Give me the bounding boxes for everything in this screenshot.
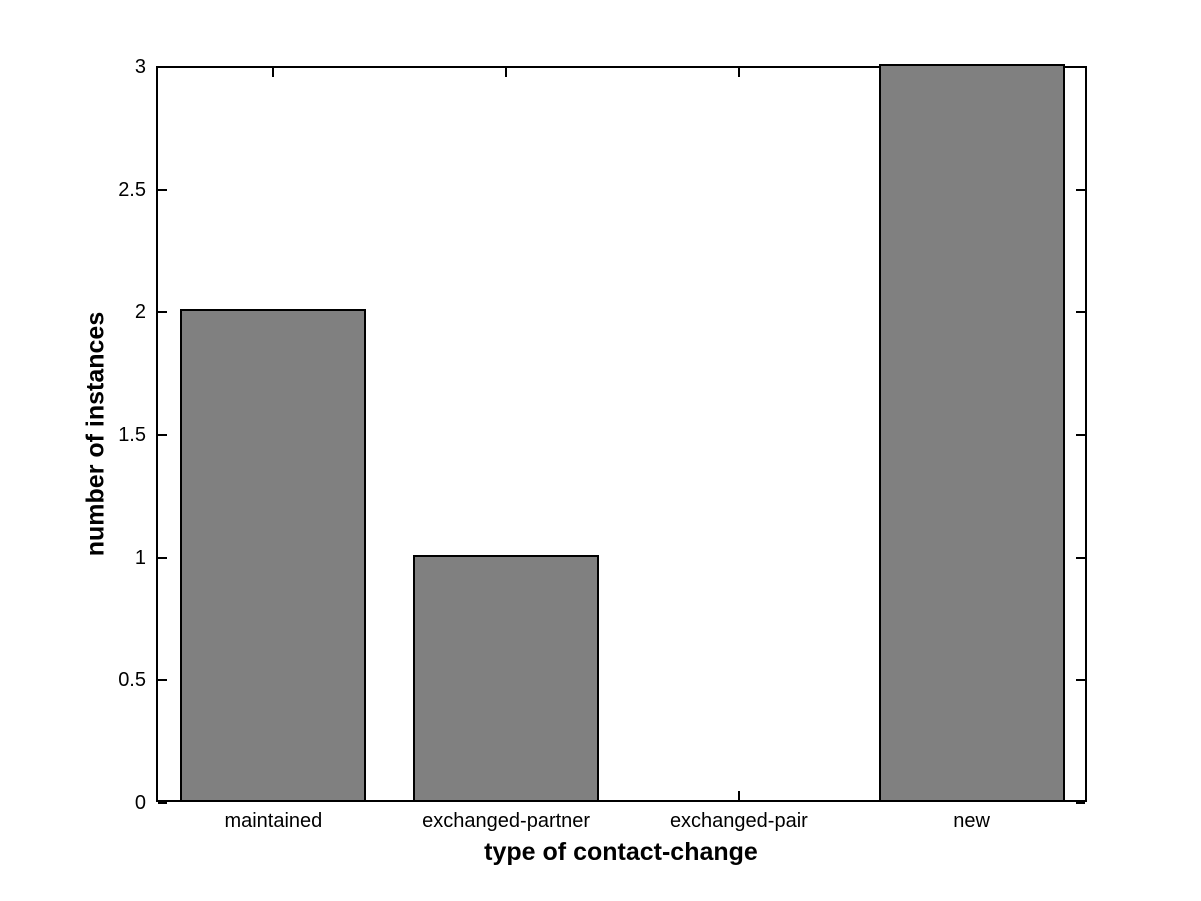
- plot-area: [156, 64, 1087, 804]
- y-axis-tick-left: [158, 66, 167, 68]
- y-axis-tick-right: [1076, 434, 1085, 436]
- x-tick-label: exchanged-partner: [422, 810, 591, 832]
- y-tick-label: 1.5: [118, 424, 146, 446]
- y-axis-tick-right: [1076, 802, 1085, 804]
- y-axis-tick-right: [1076, 311, 1085, 314]
- y-tick-label: 1: [134, 546, 146, 569]
- y-tick-label: 2: [134, 301, 146, 324]
- x-tick-label: maintained: [224, 810, 323, 832]
- x-axis-tick-top: [737, 68, 740, 77]
- y-axis-tick-left: [158, 802, 167, 804]
- y-axis-tick-left: [158, 434, 167, 436]
- y-axis-tick-left: [158, 556, 167, 559]
- y-axis-tick-right: [1076, 556, 1085, 559]
- y-axis-tick-right: [1076, 66, 1085, 68]
- y-tick-label: 0.5: [118, 669, 146, 692]
- x-tick-label: exchanged-pair: [669, 810, 808, 832]
- x-axis-tick-bottom: [737, 791, 740, 800]
- y-axis-tick-right: [1076, 188, 1085, 191]
- bar-maintained: [180, 309, 367, 800]
- y-axis-tick-right: [1076, 679, 1085, 682]
- y-tick-label: 3: [134, 56, 146, 78]
- y-tick-label: 2.5: [118, 178, 146, 201]
- x-axis-label: type of contact-change: [484, 838, 758, 866]
- x-axis-tick-top: [272, 68, 275, 77]
- y-axis-tick-left: [158, 188, 167, 191]
- bar-exchanged-partner: [413, 554, 600, 800]
- y-axis-tick-left: [158, 679, 167, 682]
- y-tick-label: 0: [134, 792, 146, 814]
- x-axis-tick-top: [505, 68, 508, 77]
- y-axis-tick-left: [158, 311, 167, 314]
- x-tick-label: new: [953, 810, 990, 832]
- bar-new: [878, 64, 1065, 800]
